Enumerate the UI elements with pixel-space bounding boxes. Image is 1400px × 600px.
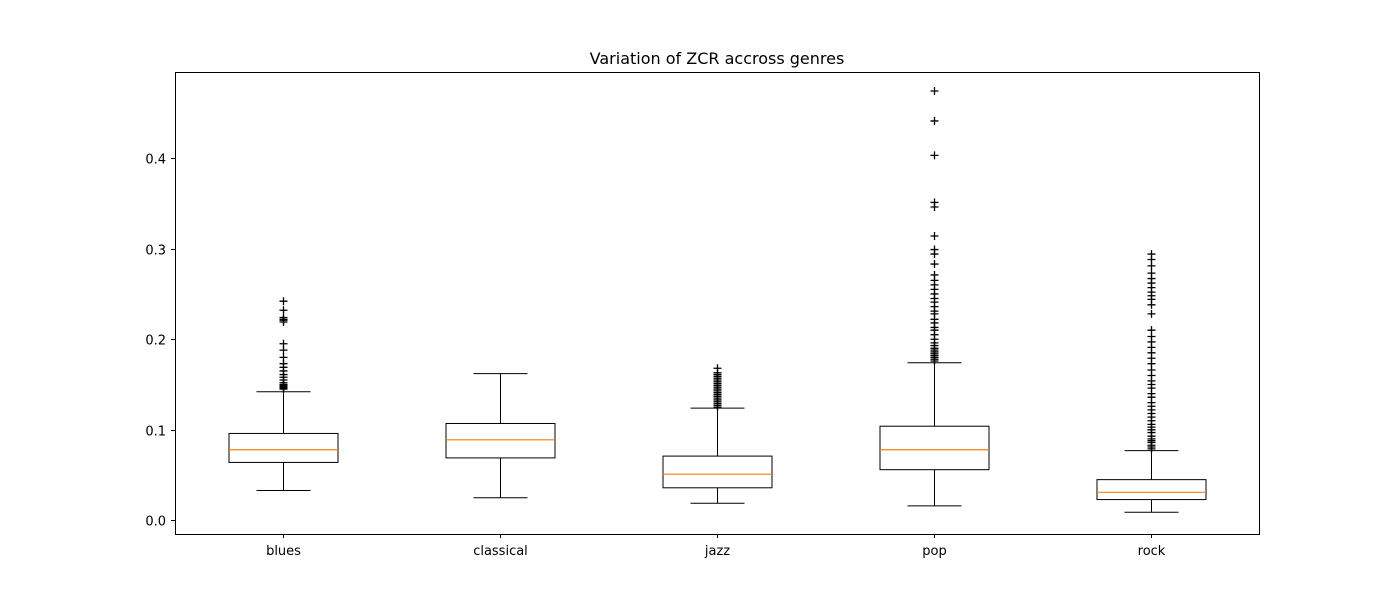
box-group-blues (228, 297, 339, 492)
outlier-point (930, 151, 939, 160)
y-tick-label: 0.1 (145, 425, 166, 440)
x-tick-label: classical (473, 544, 528, 559)
iqr-box (662, 455, 773, 489)
outlier-point (1147, 250, 1156, 259)
outlier-point (279, 339, 288, 348)
y-tick-label: 0.2 (145, 334, 166, 349)
outlier-point (930, 87, 939, 96)
x-tick-label: jazz (704, 544, 730, 559)
outlier-point (930, 198, 939, 207)
y-axis: 0.0 0.1 0.2 0.3 0.4 (145, 153, 175, 530)
plot-area (228, 87, 1207, 513)
outlier-point (279, 353, 288, 362)
y-tick-label: 0.4 (145, 153, 166, 168)
outlier-point (1147, 309, 1156, 318)
outlier-point (930, 116, 939, 125)
outlier-point (930, 231, 939, 240)
x-tick-label: pop (922, 544, 946, 559)
box-group-jazz (662, 364, 773, 504)
outlier-point (279, 313, 288, 322)
outlier-point (930, 270, 939, 279)
iqr-box (1096, 479, 1207, 501)
iqr-box (445, 422, 556, 459)
iqr-box (879, 425, 990, 471)
box-group-pop (879, 87, 990, 507)
outlier-point (930, 245, 939, 254)
y-tick-label: 0.3 (145, 244, 166, 259)
outlier-point (930, 260, 939, 269)
outlier-point (713, 364, 722, 373)
box-group-classical (445, 373, 556, 499)
outlier-point (1147, 269, 1156, 278)
box-group-rock (1096, 250, 1207, 513)
outlier-point (1147, 326, 1156, 335)
x-tick-label: rock (1138, 544, 1166, 559)
outlier-point (279, 306, 288, 315)
x-axis: blues classical jazz pop rock (266, 534, 1166, 559)
iqr-box (228, 432, 339, 463)
chart-title: Variation of ZCR accross genres (590, 49, 845, 68)
outlier-point (279, 297, 288, 306)
y-tick-label: 0.0 (145, 515, 166, 530)
x-tick-label: blues (266, 544, 301, 559)
